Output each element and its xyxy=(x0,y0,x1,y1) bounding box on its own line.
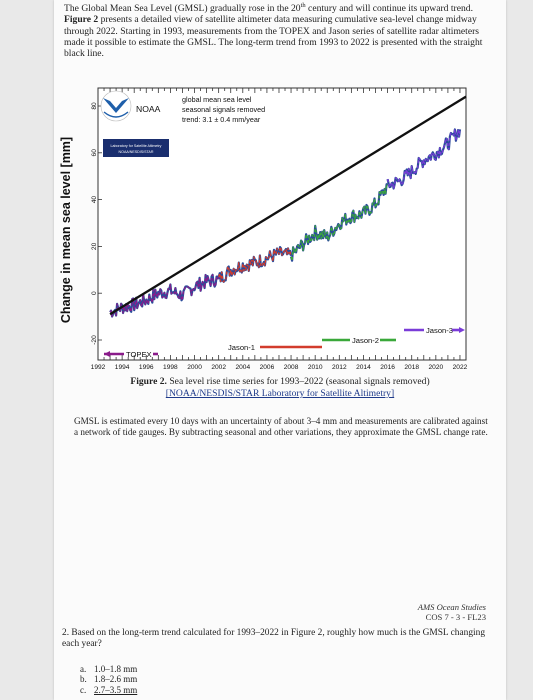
source-line1: AMS Ocean Studies xyxy=(417,602,486,612)
x-tick-label: 2016 xyxy=(380,364,395,371)
question-2: 2. Based on the long-term trend calculat… xyxy=(62,628,486,649)
legend-line3: trend: 3.1 ± 0.4 mm/year xyxy=(182,115,261,124)
noaa-bird-icon xyxy=(103,98,129,113)
x-tick-label: 2010 xyxy=(308,364,323,371)
series-overlay-jason-2 xyxy=(290,183,389,262)
topex-label: TOPEX xyxy=(126,350,152,359)
jason3-arrow-icon xyxy=(459,327,465,333)
option-c-text: 2.7–3.5 mm xyxy=(94,684,138,695)
option-a-text: 1.0–1.8 mm xyxy=(94,664,138,674)
noaa-label: NOAA xyxy=(136,104,161,114)
course-source: AMS Ocean Studies COS 7 - 3 - FL23 xyxy=(418,602,486,622)
x-tick-label: 2014 xyxy=(356,364,371,371)
x-tick-label: 2018 xyxy=(404,364,419,371)
x-tick-label: 2004 xyxy=(235,364,250,371)
x-tick-label: 1994 xyxy=(115,364,130,371)
series-overlay-jason-3 xyxy=(386,128,461,190)
x-tick-label: 2020 xyxy=(429,364,444,371)
y-tick-label: 0 xyxy=(91,291,98,295)
y-tick-label: 20 xyxy=(91,242,98,250)
jason3-label: Jason-3 xyxy=(426,326,453,335)
option-a[interactable]: a. 1.0–1.8 mm xyxy=(80,664,137,674)
noaa-wave-icon xyxy=(103,111,129,118)
x-tick-label: 2008 xyxy=(284,364,299,371)
x-tick-label: 2000 xyxy=(187,364,202,371)
chart-svg: 80 60 40 20 0 -20 Change in mean sea level [m… xyxy=(59,87,468,371)
gmsl-paragraph: GMSL is estimated every 10 days with an … xyxy=(74,416,488,437)
chart-legend: global mean sea level seasonal signals r… xyxy=(182,95,265,124)
option-c-key: c. xyxy=(80,684,87,695)
y-axis-ticks: 80 60 40 20 0 -20 xyxy=(91,102,102,345)
mission-labels: TOPEX Jason-1 Jason-2 Jason-3 xyxy=(104,326,465,359)
x-tick-label: 2022 xyxy=(453,364,468,371)
y-tick-label: 80 xyxy=(91,102,98,110)
star-badge-line2: NOAA/NESDIS/STAR xyxy=(119,150,154,154)
intro-text-3: presents a detailed view of satellite al… xyxy=(64,14,483,59)
star-lab-badge: Laboratory for Satellite Altimetry NOAA/… xyxy=(103,139,169,157)
answer-options: a. 1.0–1.8 mm b. 1.8–2.6 mm c. 2.7–3.5 mm xyxy=(80,664,137,695)
caption-text: Sea level rise time series for 1993–2022… xyxy=(166,376,430,387)
x-tick-label: 1998 xyxy=(163,364,178,371)
worksheet-page: The Global Mean Sea Level (GMSL) gradual… xyxy=(54,0,506,700)
intro-text-2: century and will continue its upward tre… xyxy=(305,3,473,15)
legend-line2: seasonal signals removed xyxy=(182,105,265,114)
x-tick-label: 1992 xyxy=(91,364,106,371)
option-c[interactable]: c. 2.7–3.5 mm xyxy=(80,685,137,695)
noaa-logo: NOAA xyxy=(100,90,161,122)
y-tick-label: 60 xyxy=(91,149,98,157)
option-a-key: a. xyxy=(80,664,87,674)
plot-area xyxy=(97,87,467,361)
series-overlay-topex xyxy=(109,274,220,318)
sea-level-chart: 80 60 40 20 0 -20 Change in mean sea level [m… xyxy=(54,82,506,388)
source-line2: COS 7 - 3 - FL23 xyxy=(425,612,486,622)
intro-text-1: The Global Mean Sea Level (GMSL) gradual… xyxy=(64,3,301,15)
x-axis-labels: 1992 1994 1996 1998 2000 2002 2004 2006 2008 2010… xyxy=(91,364,468,371)
noaa-emblem-icon xyxy=(100,90,132,122)
trend-line xyxy=(109,95,467,316)
x-tick-label: 2012 xyxy=(332,364,347,371)
option-b-key: b. xyxy=(80,674,87,685)
figure-caption: Figure 2. Sea level rise time series for… xyxy=(54,376,506,400)
series-overlay-jason-1 xyxy=(218,246,292,283)
option-b-text: 1.8–2.6 mm xyxy=(94,674,138,685)
y-tick-label: 40 xyxy=(91,196,98,204)
y-tick-label: -20 xyxy=(91,335,98,345)
intro-figure-ref: Figure 2 xyxy=(64,14,99,26)
x-tick-label: 2006 xyxy=(260,364,275,371)
legend-line1: global mean sea level xyxy=(182,95,252,104)
star-badge-line1: Laboratory for Satellite Altimetry xyxy=(111,144,162,148)
jason1-label: Jason-1 xyxy=(228,343,255,352)
x-tick-label: 2002 xyxy=(211,364,226,371)
intro-superscript: th xyxy=(300,2,306,9)
caption-label: Figure 2. xyxy=(130,376,167,387)
caption-source-link[interactable]: [NOAA/NESDIS/STAR Laboratory for Satelli… xyxy=(165,388,395,399)
star-badge-bg xyxy=(103,139,169,157)
y-axis-label: Change in mean sea level [mm] xyxy=(59,137,73,323)
topex-arrow-icon xyxy=(104,351,110,357)
series-group xyxy=(109,128,462,318)
bottom-tick-marks xyxy=(97,355,467,360)
x-tick-label: 1996 xyxy=(139,364,154,371)
intro-paragraph: The Global Mean Sea Level (GMSL) gradual… xyxy=(64,0,484,59)
jason2-label: Jason-2 xyxy=(352,336,379,345)
option-b[interactable]: b. 1.8–2.6 mm xyxy=(80,674,137,684)
